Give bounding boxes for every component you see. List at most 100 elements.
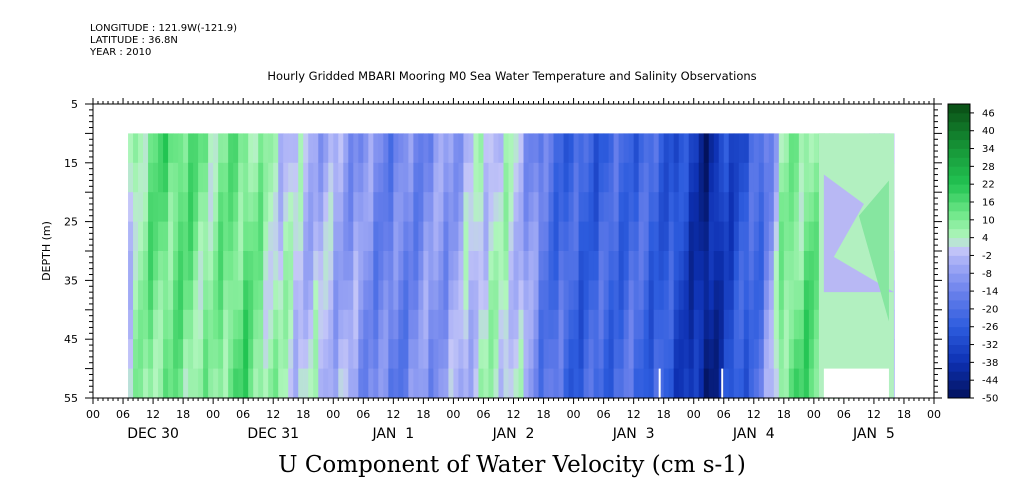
heatmap-cell: [168, 309, 174, 340]
heatmap-cell: [303, 192, 309, 223]
heatmap-cell: [793, 221, 800, 252]
heatmap-cell: [238, 251, 244, 281]
heatmap-cell: [768, 309, 775, 340]
heatmap-cell: [733, 309, 740, 340]
heatmap-cell: [338, 280, 344, 311]
heatmap-cell: [748, 368, 755, 399]
heatmap-cell: [363, 368, 369, 399]
heatmap-cell: [793, 280, 800, 311]
heatmap-cell: [653, 251, 660, 281]
heatmap-cell: [673, 339, 680, 370]
heatmap-cell: [173, 368, 179, 399]
heatmap-cell: [788, 162, 795, 193]
heatmap-cell: [338, 192, 344, 223]
heatmap-cell: [218, 251, 224, 281]
heatmap-cell: [413, 339, 419, 370]
heatmap-cell: [203, 221, 209, 252]
x-tick-label: 18: [897, 408, 911, 421]
heatmap-cell: [603, 280, 610, 311]
heatmap-cell: [423, 133, 429, 164]
heatmap-cell: [253, 162, 259, 193]
heatmap-cell: [718, 339, 725, 370]
heatmap-cell: [583, 162, 590, 193]
heatmap-cell: [748, 133, 755, 164]
heatmap-cell: [253, 368, 259, 399]
day-label: DEC 30: [127, 426, 179, 442]
heatmap-cell: [798, 192, 805, 223]
heatmap-cell: [768, 368, 775, 399]
heatmap-cell: [278, 162, 284, 193]
heatmap-cell: [213, 133, 219, 164]
heatmap-cell: [498, 339, 505, 370]
heatmap-cell: [168, 162, 174, 193]
colorbar-swatch: [948, 219, 970, 230]
heatmap-cell: [808, 221, 815, 252]
heatmap-cell: [543, 221, 550, 252]
heatmap-cell: [558, 280, 565, 311]
heatmap-cell: [363, 162, 369, 193]
heatmap-cell: [468, 251, 475, 281]
heatmap-cell: [758, 162, 765, 193]
heatmap-cell: [373, 280, 379, 311]
heatmap-cell: [243, 368, 249, 399]
colorbar-swatch: [948, 121, 970, 132]
heatmap-cell: [438, 309, 445, 340]
heatmap-cell: [748, 221, 755, 252]
heatmap-cell: [178, 368, 184, 399]
heatmap-cell: [558, 309, 565, 340]
heatmap-cell: [513, 221, 520, 252]
heatmap-cell: [778, 192, 785, 223]
heatmap-cell: [163, 133, 169, 164]
heatmap-cell: [453, 280, 460, 311]
heatmap-cell: [733, 251, 740, 281]
heatmap-cell: [353, 133, 359, 164]
heatmap-cell: [273, 221, 279, 252]
heatmap-cell: [513, 133, 520, 164]
x-tick-label: 06: [236, 408, 250, 421]
heatmap-cell: [813, 309, 820, 340]
heatmap-cell: [288, 280, 294, 311]
heatmap-cell: [743, 251, 750, 281]
heatmap-cell: [498, 192, 505, 223]
heatmap-cell: [418, 221, 424, 252]
heatmap-cell: [128, 339, 134, 370]
heatmap-cell: [368, 192, 374, 223]
heatmap-cell: [198, 309, 204, 340]
heatmap-cell: [793, 368, 800, 399]
heatmap-cell: [153, 309, 159, 340]
heatmap-cell: [733, 192, 740, 223]
heatmap-cell: [648, 280, 655, 311]
heatmap-cell: [203, 192, 209, 223]
y-tick-label: 5: [71, 98, 78, 111]
heatmap-cell: [373, 162, 379, 193]
x-tick-label: 00: [687, 408, 701, 421]
heatmap-cell: [453, 221, 460, 252]
heatmap-cell: [503, 280, 510, 311]
heatmap-cell: [358, 192, 364, 223]
heatmap-cell: [168, 133, 174, 164]
heatmap-cell: [678, 162, 685, 193]
heatmap-cell: [518, 162, 525, 193]
heatmap-cell: [658, 339, 665, 370]
heatmap-cell: [318, 280, 324, 311]
heatmap-cell: [323, 162, 329, 193]
heatmap-cell: [553, 309, 560, 340]
heatmap-cell: [323, 339, 329, 370]
heatmap-cell: [538, 309, 545, 340]
heatmap-cell: [188, 339, 194, 370]
heatmap-cell: [768, 162, 775, 193]
heatmap-cell: [638, 133, 645, 164]
heatmap-cell: [323, 309, 329, 340]
heatmap-cell: [228, 309, 234, 340]
heatmap-cell: [278, 339, 284, 370]
heatmap-cell: [303, 309, 309, 340]
heatmap-cell: [488, 280, 495, 311]
heatmap-cell: [698, 339, 705, 370]
heatmap-cell: [503, 368, 510, 399]
heatmap-cell: [418, 309, 424, 340]
heatmap-cell: [383, 368, 389, 399]
heatmap-cell: [348, 309, 354, 340]
heatmap-cell: [433, 192, 440, 223]
heatmap-cell: [238, 368, 244, 399]
heatmap-cell: [188, 251, 194, 281]
